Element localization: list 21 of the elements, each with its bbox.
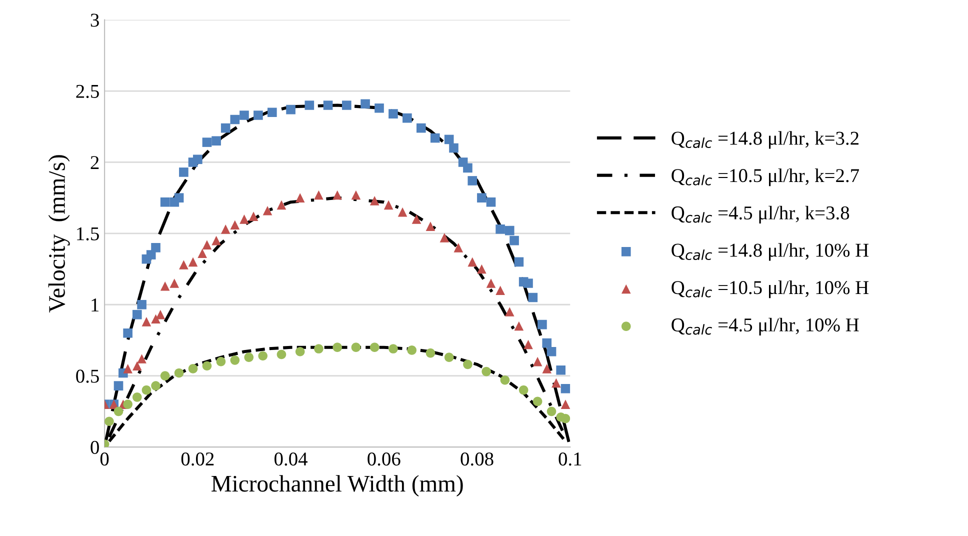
y-tick-label: 2.5: [76, 84, 99, 98]
x-tick-label: 0.1: [558, 452, 582, 466]
x-tick-label: 0.08: [460, 452, 494, 466]
legend-label: Q$_{calc}$ =14.8 μl/hr, k=3.2: [672, 131, 858, 149]
y-tick-label: 1.5: [77, 227, 99, 240]
legend-label: Q$_{calc}$ =10.5 μl/hr, 10% H: [672, 280, 869, 298]
x-tick-label: 0.06: [368, 452, 400, 466]
legend-label: Q$_{calc}$ =4.5 μl/hr, k=3.8: [672, 206, 850, 224]
y-tick-label: 0.5: [76, 370, 99, 383]
y-tick-label: 0: [90, 440, 99, 454]
legend-label: Q$_{calc}$ =10.5 μl/hr, k=2.7: [672, 168, 859, 186]
x-tick-label: 0.02: [181, 452, 214, 466]
x-tick-label: 0: [100, 452, 109, 466]
y-tick-label: 2: [90, 156, 99, 169]
legend-label: Q$_{calc}$ =4.5 μl/hr, 10% H: [672, 318, 859, 336]
legend-label: Q$_{calc}$ =14.8 μl/hr, 10% H: [672, 243, 869, 261]
y-tick-label: 1: [92, 298, 99, 312]
x-axis-title: Microchannel Width (mm): [212, 475, 463, 496]
x-tick-label: 0.04: [274, 452, 308, 466]
y-tick-label: 3: [90, 14, 99, 27]
y-axis-title: Velocity (mm/s): [48, 155, 70, 313]
